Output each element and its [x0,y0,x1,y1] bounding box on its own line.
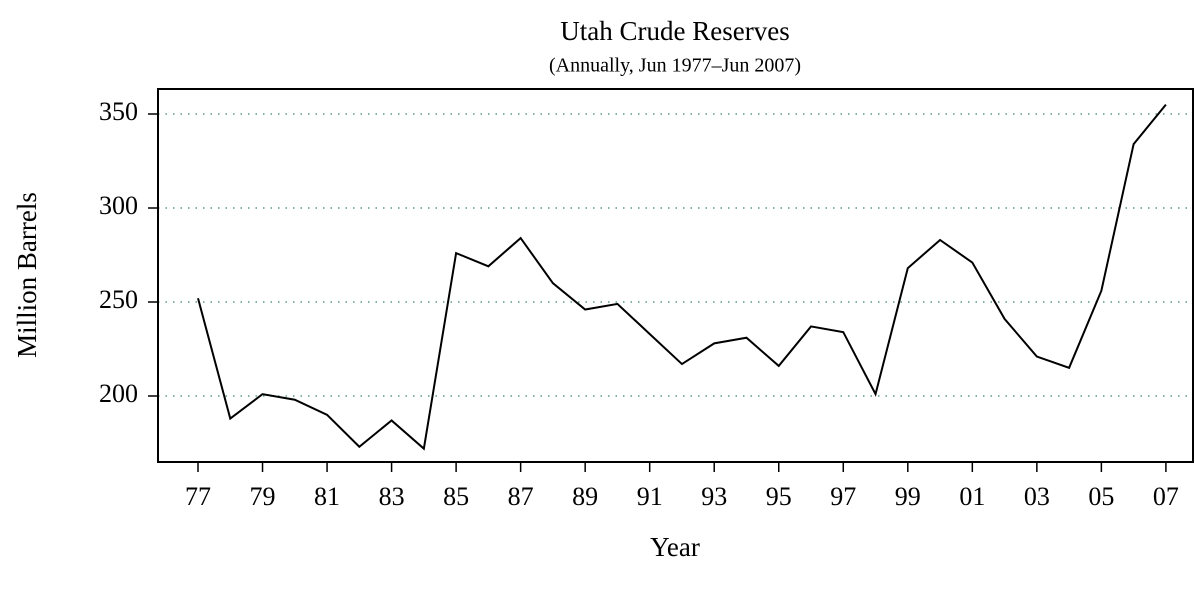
line [197,103,1167,451]
y-tick-label: 250 [99,285,138,314]
x-tick-label: 83 [379,482,405,511]
x-tick-label: 81 [314,482,340,511]
x-tick-label: 85 [443,482,469,511]
y-tick-label: 300 [99,191,138,220]
y-axis-label: Million Barrels [12,192,42,358]
y-tick-label: 200 [99,379,138,408]
x-tick-label: 91 [637,482,663,511]
x-tick-label: 05 [1088,482,1114,511]
x-tick-label: 99 [895,482,921,511]
chart-title: Utah Crude Reserves [560,16,789,46]
x-tick-label: 87 [508,482,534,511]
x-tick-label: 89 [572,482,598,511]
x-tick-label: 07 [1153,482,1179,511]
x-tick-label: 97 [830,482,856,511]
x-tick-label: 95 [766,482,792,511]
x-tick-label: 77 [185,482,211,511]
y-tick-label: 350 [99,97,138,126]
x-tick-label: 03 [1024,482,1050,511]
x-axis-label: Year [650,532,700,562]
x-tick-label: 93 [701,482,727,511]
x-tick-label: 79 [250,482,276,511]
x-tick-label: 01 [959,482,985,511]
chart-subtitle: (Annually, Jun 1977–Jun 2007) [549,55,801,77]
plot-frame [157,88,1194,463]
